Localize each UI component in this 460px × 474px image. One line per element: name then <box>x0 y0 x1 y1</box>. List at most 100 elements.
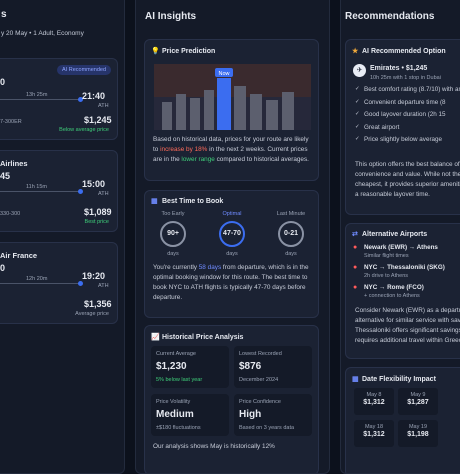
date: May 9 <box>410 392 426 398</box>
date-price: $1,198 <box>407 431 429 438</box>
route-dot <box>78 97 83 102</box>
card-title: Price Prediction <box>162 48 216 55</box>
route-line <box>0 99 80 100</box>
point: Convenient departure time (8 <box>364 98 446 106</box>
stat-box: Current Average $1,230 5% below last year <box>151 346 229 388</box>
route-line <box>0 191 80 192</box>
point: Price slightly below average <box>364 136 443 143</box>
airport-sub: + connection to Athens <box>364 293 420 299</box>
route: 10h 25m with 1 stop in Dubai <box>370 75 441 81</box>
title: AI Insights <box>145 11 197 22</box>
destination: ATH <box>98 191 109 197</box>
stat-box: Lowest Recorded $876 December 2024 <box>234 346 312 388</box>
airport-name: NYC → Thessaloniki (SKG) <box>364 264 445 271</box>
stat-value: $1,230 <box>156 361 187 372</box>
icon: 📈 <box>151 334 160 341</box>
flights-panel: s y 20 May • 1 Adult, Economy AI Recomme… <box>0 0 125 474</box>
airport-sub: Similar flight times <box>364 253 409 259</box>
icon: 💡 <box>151 48 160 55</box>
insights-panel: AI Insights 💡 Price Prediction Now Based… <box>135 0 330 474</box>
destination: ATH <box>98 283 109 289</box>
flight-card: AI Recommended 0 13h 25m 21:40 ATH 7-300ER $1,… <box>0 58 118 140</box>
destination: ATH <box>98 103 109 109</box>
airline: Emirates • $1,245 <box>370 65 428 72</box>
text: in the next 2 weeks. Current prices are … <box>153 146 308 163</box>
text: You're currently <box>153 264 199 271</box>
card-title: Alternative Airports <box>362 231 428 238</box>
card-title: Date Flexibility Impact <box>362 376 436 383</box>
airline: Airlines <box>0 159 28 168</box>
duration: 11h 15m <box>26 184 47 190</box>
price: $1,089 <box>84 207 112 217</box>
flight-card: Air France 0 12h 20m 19:20 ATH $1,356 Average … <box>0 242 118 324</box>
duration: 13h 25m <box>26 92 48 98</box>
best-time-card: ▦ Best Time to Book You're currently 58 … <box>144 190 319 318</box>
stat-label: Price Volatility <box>156 399 191 405</box>
prediction-text: Based on historical data, prices for you… <box>153 135 315 165</box>
title: Recommendations <box>345 11 435 22</box>
airline-icon: ✈ <box>353 64 366 77</box>
subheader: y 20 May • 1 Adult, Economy <box>1 30 84 37</box>
date-box: May 9 $1,287 <box>398 388 438 415</box>
stat-sub: ±$180 fluctuations <box>156 425 201 431</box>
date: May 18 <box>364 424 384 430</box>
check: ✓ <box>355 111 360 117</box>
route-line <box>0 283 80 284</box>
duration: 12h 20m <box>26 276 48 282</box>
pin: ● <box>353 244 358 251</box>
chart-image: Now <box>154 64 311 130</box>
text: compared to historical averages. <box>214 156 309 163</box>
window-ring: 47-70 <box>219 221 245 247</box>
point: Good layover duration (2h 15 <box>364 111 446 118</box>
window-ring: 0-21 <box>278 221 304 247</box>
text: increase by 18% <box>160 146 208 153</box>
check: ✓ <box>355 86 360 92</box>
airline: Air France <box>0 251 38 260</box>
text: 58 days <box>198 264 222 271</box>
window-ring: 90+ <box>160 221 186 247</box>
stat-label: Price Confidence <box>239 399 281 405</box>
window-unit: days <box>167 251 179 257</box>
date-price: $1,312 <box>363 399 385 406</box>
arrival: 19:20 <box>82 271 106 281</box>
window-range: 47-70 <box>223 230 241 237</box>
airports-text: Consider Newark (EWR) as a departure alt… <box>355 307 460 344</box>
window-unit: days <box>226 251 238 257</box>
text: from departure, which is in the optimal … <box>153 264 309 301</box>
price-note: Below average price <box>59 127 109 133</box>
window-label: Optimal <box>222 211 242 217</box>
aircraft: 330-300 <box>0 211 21 217</box>
check: ✓ <box>355 98 360 105</box>
window-range: 90+ <box>167 230 179 237</box>
check: ✓ <box>355 123 360 130</box>
flight-card: Airlines 45 11h 15m 15:00 ATH 330-300 $1,089 Be… <box>0 150 118 232</box>
text: lower range <box>181 156 215 163</box>
icon: ⇄ <box>352 231 358 238</box>
header: s <box>1 9 7 20</box>
pin: ● <box>353 264 358 271</box>
flex-card: ▦ Date Flexibility Impact May 8 $1,312 May… <box>345 367 460 473</box>
date-box: May 19 $1,198 <box>398 420 438 447</box>
stat-sub: Based on 3 years data <box>239 425 295 431</box>
window-label: Last Minute <box>276 211 306 217</box>
stat-value: $876 <box>239 361 262 372</box>
window-range: 0-21 <box>283 230 298 237</box>
airport-name: NYC → Rome (FCO) <box>364 284 424 291</box>
check: ✓ <box>355 136 360 142</box>
aircraft: 7-300ER <box>0 119 22 125</box>
best-time-text: You're currently 58 days from departure,… <box>153 263 315 303</box>
route-dot <box>78 189 83 194</box>
prediction-card: 💡 Price Prediction Now Based on historic… <box>144 39 319 181</box>
stat-value: Medium <box>156 409 194 420</box>
window-unit: days <box>285 251 297 257</box>
card-title: AI Recommended Option <box>362 48 446 55</box>
date: May 8 <box>366 392 382 398</box>
airport-sub: 2h drive to Athens <box>364 273 409 279</box>
stat-sub: 5% below last year <box>156 377 203 383</box>
option-card: ★ AI Recommended Option ✈ Emirates • $1,… <box>345 39 460 215</box>
stat-label: Lowest Recorded <box>239 351 282 357</box>
stat-sub: December 2024 <box>239 377 279 383</box>
badge: AI Recommended <box>57 65 112 75</box>
stat-value: High <box>239 409 262 420</box>
icon: ★ <box>352 48 359 55</box>
